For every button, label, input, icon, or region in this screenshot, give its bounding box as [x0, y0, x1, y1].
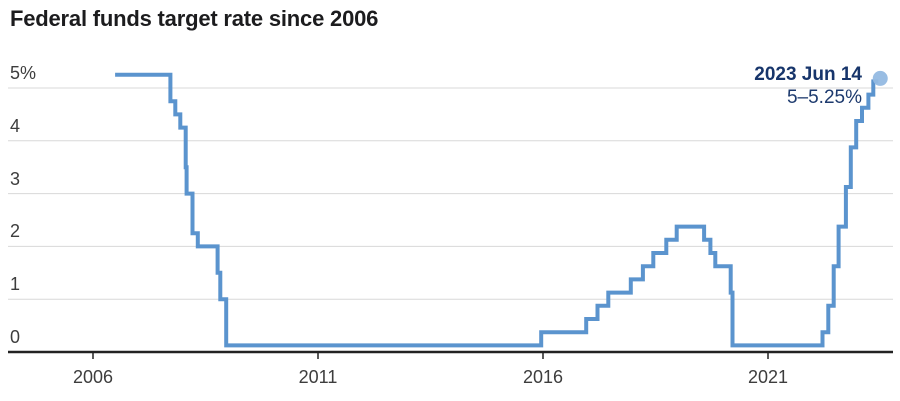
x-tick-label-2016: 2016 — [522, 367, 564, 387]
y-tick-label-2: 2 — [10, 221, 21, 242]
y-tick-label-5: 5% — [10, 63, 37, 83]
y-tick-label-1: 1 — [10, 274, 21, 295]
annotation-range: 5–5.25% — [786, 87, 862, 108]
y-tick-label-4: 4 — [10, 115, 21, 136]
x-tick-label-2021: 2021 — [747, 367, 789, 387]
annotation-date: 2023 Jun 14 — [754, 64, 862, 85]
chart-title: Federal funds target rate since 2006 — [10, 6, 379, 31]
end-annotation: 2023 Jun 14 5–5.25% — [754, 63, 862, 109]
latest-value-dot — [872, 70, 888, 86]
rate-step-line — [115, 72, 879, 348]
x-tick-label-2011: 2011 — [298, 367, 338, 387]
y-tick-label-3: 3 — [10, 168, 21, 189]
y-tick-label-0: 0 — [10, 327, 21, 347]
x-tick-label-2006: 2006 — [72, 367, 114, 387]
